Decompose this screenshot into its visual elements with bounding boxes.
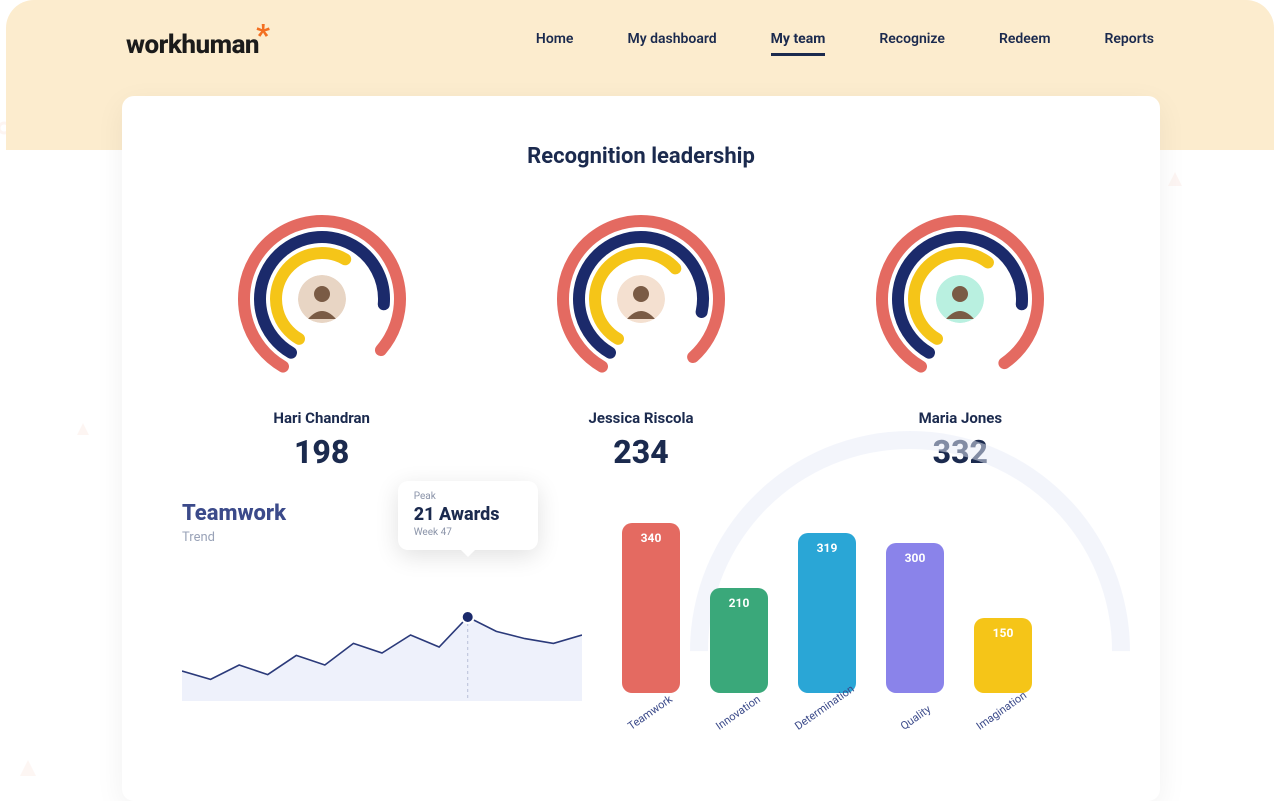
leader-name: Jessica Riscola <box>588 409 693 427</box>
nav-item-recognize[interactable]: Recognize <box>879 31 945 56</box>
bar-determination: 319 Determination <box>798 533 856 693</box>
leader-2: Maria Jones 332 <box>830 209 1090 471</box>
nav-item-home[interactable]: Home <box>536 31 574 56</box>
leader-name: Maria Jones <box>919 409 1002 427</box>
leader-1: Jessica Riscola 234 <box>511 209 771 471</box>
bar-value: 300 <box>905 551 926 693</box>
leader-ring <box>551 209 731 389</box>
bar-value: 210 <box>729 596 750 693</box>
brand-logo: workhuman* <box>126 26 272 61</box>
leader-avatar <box>298 275 346 323</box>
trend-chart <box>182 581 582 701</box>
leader-0: Hari Chandran 198 <box>192 209 452 471</box>
leader-score: 234 <box>613 433 668 471</box>
top-nav: workhuman* Home My dashboard My team Recogn… <box>126 26 1154 61</box>
bar-value: 150 <box>993 626 1014 693</box>
trend-panel: Teamwork Trend Peak 21 Awards Week 47 <box>182 501 582 741</box>
leader-score: 198 <box>294 433 349 471</box>
nav-item-reports[interactable]: Reports <box>1104 31 1154 56</box>
bar-label: Teamwork <box>625 693 675 733</box>
bar-innovation: 210 Innovation <box>710 588 768 693</box>
bar-teamwork: 340 Teamwork <box>622 523 680 693</box>
brand-name: workhuman <box>126 30 259 60</box>
dashboard-card: Recognition leadership Hari Chandran 198… <box>122 96 1160 801</box>
tooltip-value: 21 Awards <box>414 504 522 525</box>
bar-imagination: 150 Imagination <box>974 618 1032 693</box>
trend-tooltip: Peak 21 Awards Week 47 <box>398 481 538 550</box>
nav-item-my-team[interactable]: My team <box>771 31 826 56</box>
bar-quality: 300 Quality <box>886 543 944 693</box>
bar-value: 340 <box>641 531 662 693</box>
section-title: Recognition leadership <box>122 144 1160 169</box>
leader-name: Hari Chandran <box>273 409 370 427</box>
nav-item-redeem[interactable]: Redeem <box>999 31 1051 56</box>
nav-item-my-dashboard[interactable]: My dashboard <box>627 31 716 56</box>
leaders-row: Hari Chandran 198 Jessica Riscola 234 Ma… <box>122 209 1160 471</box>
leader-avatar <box>617 275 665 323</box>
bars-panel: 340 Teamwork 210 Innovation 319 Determinat… <box>622 501 1100 741</box>
tooltip-week: Week 47 <box>414 527 522 538</box>
tooltip-peak-label: Peak <box>414 491 522 502</box>
leader-ring <box>870 209 1050 389</box>
bar-value: 319 <box>817 541 838 693</box>
leader-ring <box>232 209 412 389</box>
brand-star-icon: * <box>256 18 269 53</box>
leader-avatar <box>936 275 984 323</box>
